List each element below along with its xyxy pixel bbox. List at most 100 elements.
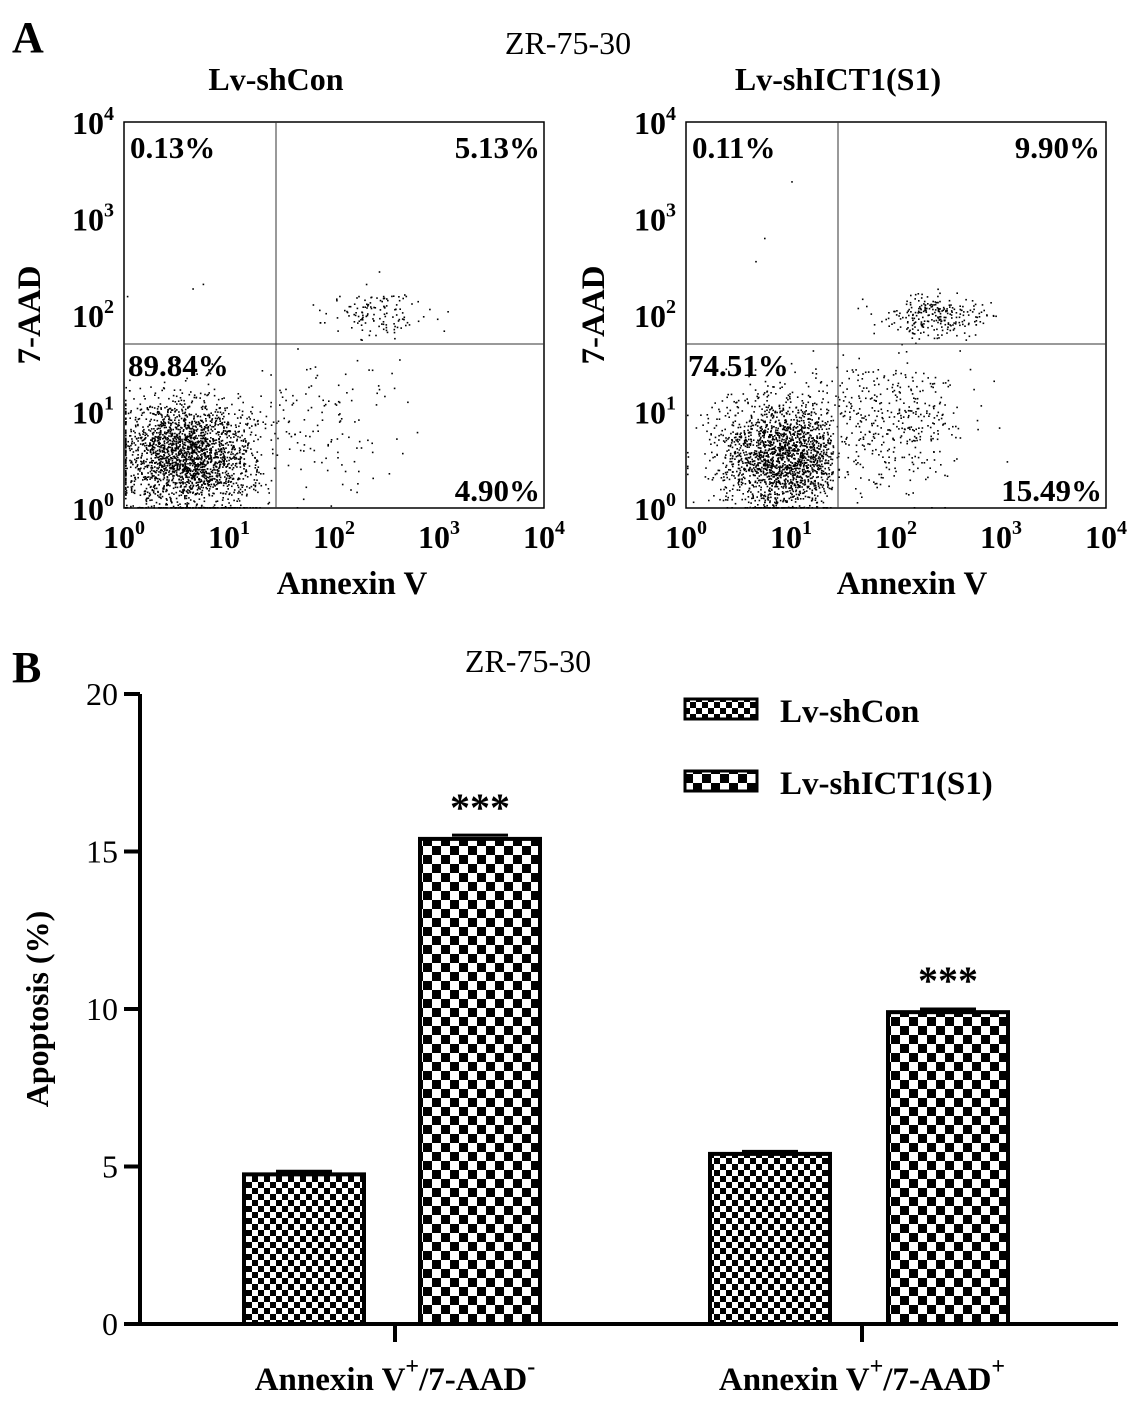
scatter-point — [778, 432, 780, 434]
scatter-point — [770, 472, 773, 474]
scatter-point — [141, 412, 144, 414]
scatter-point — [166, 439, 168, 441]
scatter-point — [933, 382, 936, 385]
scatter-point — [905, 492, 908, 495]
scatter-point — [915, 413, 917, 415]
scatter-point — [178, 435, 181, 438]
scatter-point — [195, 413, 197, 416]
scatter-point — [739, 436, 742, 439]
scatter-point — [774, 445, 777, 448]
scatter-point — [157, 453, 159, 455]
scatter-point — [237, 478, 240, 480]
scatter-point — [742, 476, 745, 479]
scatter-point — [146, 407, 149, 409]
scatter-point — [779, 454, 782, 457]
scatter-point — [125, 432, 127, 435]
scatter-point — [969, 368, 972, 371]
scatter-point — [399, 308, 401, 310]
scatter-point — [211, 418, 214, 420]
scatter-point — [145, 503, 148, 505]
scatter-point — [766, 431, 769, 433]
scatter-point — [811, 489, 814, 492]
scatter-point — [183, 417, 186, 420]
scatter-point — [751, 428, 753, 430]
scatter-point — [164, 452, 166, 454]
scatter-point — [254, 423, 257, 426]
scatter-point — [772, 463, 774, 466]
scatter-point — [757, 468, 760, 470]
scatter-point — [799, 458, 801, 461]
scatter-point — [125, 464, 127, 467]
scatter-point — [187, 467, 189, 469]
scatter-point — [218, 470, 220, 472]
scatter-point — [192, 485, 194, 488]
scatter-point — [767, 496, 770, 499]
scatter-point — [233, 491, 235, 494]
scatter-point — [162, 447, 164, 449]
scatter-point — [149, 442, 151, 444]
scatter-point — [819, 459, 821, 461]
scatter-point — [801, 411, 804, 413]
scatter-point — [208, 415, 211, 417]
scatter-point — [175, 472, 178, 474]
scatter-point — [810, 449, 813, 452]
scatter-point — [746, 464, 748, 466]
scatter-point — [294, 433, 296, 436]
scatter-point — [157, 491, 159, 493]
scatter-point — [824, 446, 827, 448]
scatter-point — [767, 494, 770, 496]
scatter-point — [883, 376, 885, 379]
scatter-point — [280, 391, 282, 394]
scatter-point — [193, 394, 196, 396]
scatter-point — [189, 436, 192, 439]
scatter-point — [714, 473, 717, 476]
scatter-point — [157, 427, 160, 430]
scatter-point — [213, 468, 215, 471]
scatter-point — [797, 448, 799, 450]
scatter-point — [778, 481, 781, 483]
scatter-point — [193, 443, 195, 445]
scatter-point — [196, 373, 198, 375]
scatter-point — [942, 423, 945, 425]
scatter-point — [800, 409, 803, 411]
scatter-point — [141, 454, 143, 457]
scatter-point — [814, 421, 817, 424]
scatter-point — [395, 314, 398, 316]
scatter-point — [764, 464, 766, 466]
scatter-point — [243, 453, 245, 455]
scatter-point — [827, 420, 829, 423]
scatter-point — [165, 482, 168, 485]
scatter-point — [784, 433, 786, 436]
scatter-point — [780, 448, 782, 451]
scatter-point — [133, 474, 135, 477]
scatter-point — [187, 458, 189, 461]
scatter-point — [816, 472, 818, 474]
scatter-point — [189, 464, 191, 466]
scatter-point — [268, 501, 271, 504]
scatter-point — [206, 480, 209, 483]
scatter-point — [914, 440, 916, 442]
scatter-point — [242, 439, 245, 441]
scatter-point — [903, 431, 905, 434]
scatter-point — [227, 451, 229, 454]
scatter-point — [397, 320, 400, 322]
scatter-point — [339, 420, 342, 422]
scatter-point — [203, 500, 206, 503]
scatter-point — [207, 484, 210, 487]
scatter-point — [306, 368, 308, 371]
scatter-point — [795, 416, 798, 419]
scatter-point — [201, 491, 203, 494]
scatter-point — [805, 433, 807, 436]
scatter-point — [213, 443, 216, 445]
scatter-point — [793, 465, 796, 467]
scatter-point — [738, 449, 741, 451]
scatter-point — [760, 486, 762, 489]
scatter-point — [150, 461, 153, 463]
scatter-point — [145, 500, 148, 503]
scatter-point — [303, 419, 306, 421]
scatter-point — [792, 410, 794, 413]
scatter-point — [805, 404, 807, 406]
scatter-point — [765, 425, 768, 427]
scatter-point — [916, 407, 919, 410]
scatter-point — [776, 502, 778, 504]
